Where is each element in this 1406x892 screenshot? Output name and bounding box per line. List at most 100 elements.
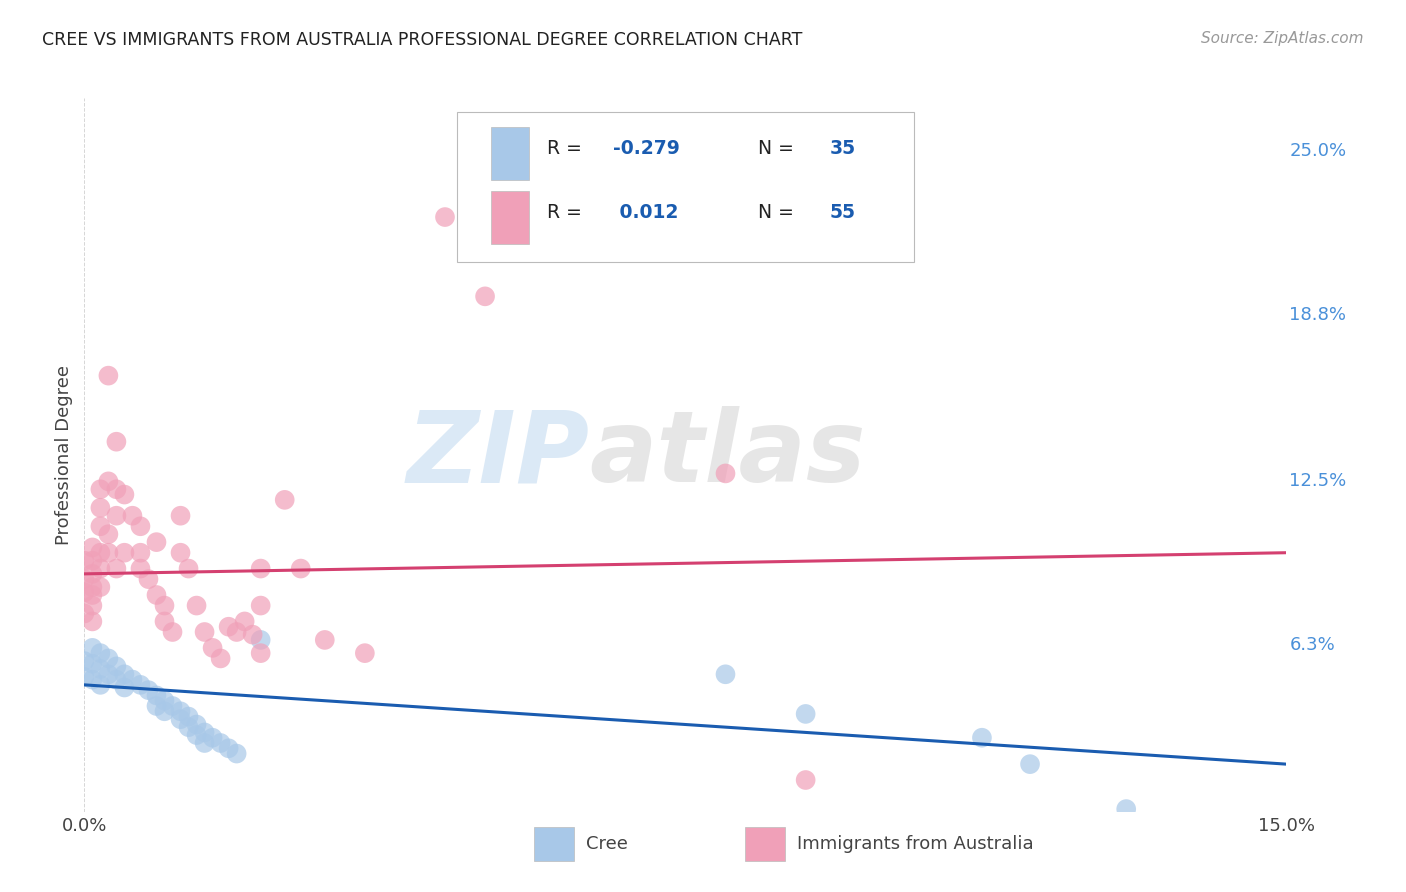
Point (145, 689, 167, 703)
Point (169, 712, 191, 726)
Text: N =: N = (758, 202, 800, 222)
Point (153, 599, 176, 613)
Point (274, 492, 297, 507)
Point (89, 561, 111, 575)
Point (105, 434, 128, 449)
Point (89, 662, 111, 676)
Point (242, 627, 264, 641)
Point (97, 546, 120, 560)
Point (194, 736, 217, 750)
Text: Immigrants from Australia: Immigrants from Australia (797, 835, 1033, 853)
Point (114, 546, 135, 560)
Point (82, 640, 104, 655)
Point (290, 561, 312, 575)
Point (145, 698, 167, 713)
Point (89, 546, 111, 560)
Point (97, 667, 120, 681)
Point (73, 607, 96, 621)
Point (354, 646, 377, 660)
Point (129, 561, 152, 575)
Text: CREE VS IMMIGRANTS FROM AUSTRALIA PROFESSIONAL DEGREE CORRELATION CHART: CREE VS IMMIGRANTS FROM AUSTRALIA PROFES… (42, 31, 803, 49)
Point (82, 580, 104, 594)
Point (249, 632, 271, 647)
FancyBboxPatch shape (457, 112, 914, 262)
Point (105, 483, 128, 497)
Point (97, 475, 120, 489)
Point (714, 667, 737, 681)
Point (114, 667, 135, 681)
Text: 0.012: 0.012 (613, 202, 679, 222)
Point (434, 210, 457, 224)
Text: ZIP: ZIP (406, 407, 589, 503)
Text: Cree: Cree (586, 835, 628, 853)
Point (169, 704, 191, 718)
Point (73, 654, 96, 668)
Point (194, 625, 217, 640)
Text: R =: R = (547, 138, 588, 158)
Point (162, 625, 184, 640)
Point (89, 500, 111, 515)
Point (186, 599, 208, 613)
Point (82, 541, 104, 555)
Point (82, 588, 104, 602)
Point (1115, 802, 1137, 816)
Point (249, 599, 271, 613)
Point (233, 615, 256, 629)
Point (97, 527, 120, 541)
Point (114, 681, 135, 695)
Point (89, 678, 111, 692)
Point (314, 632, 336, 647)
Point (97, 651, 120, 665)
Point (73, 585, 96, 599)
Point (249, 646, 271, 660)
Point (177, 720, 200, 734)
Text: Source: ZipAtlas.com: Source: ZipAtlas.com (1201, 31, 1364, 46)
Point (169, 508, 191, 523)
Point (209, 651, 232, 665)
Point (177, 561, 200, 575)
Point (138, 572, 160, 586)
Point (82, 566, 104, 581)
Text: 18.8%: 18.8% (1289, 306, 1347, 324)
Point (121, 673, 143, 687)
Point (105, 508, 128, 523)
Y-axis label: Professional Degree: Professional Degree (55, 365, 73, 545)
Text: 35: 35 (830, 138, 856, 158)
Point (114, 487, 135, 501)
Point (177, 709, 200, 723)
FancyBboxPatch shape (491, 191, 529, 244)
Point (186, 728, 208, 742)
Point (794, 772, 817, 787)
Point (169, 546, 191, 560)
Point (714, 467, 737, 481)
Point (89, 580, 111, 594)
Point (218, 741, 240, 756)
Point (89, 519, 111, 533)
Point (153, 694, 176, 708)
Point (89, 483, 111, 497)
Text: R =: R = (547, 202, 588, 222)
Point (105, 659, 128, 673)
Point (129, 519, 152, 533)
Point (82, 554, 104, 568)
Point (201, 640, 224, 655)
Point (73, 670, 96, 684)
Point (1019, 757, 1042, 772)
Point (225, 747, 247, 761)
Point (129, 678, 152, 692)
Point (145, 535, 167, 549)
Point (145, 588, 167, 602)
Point (153, 615, 176, 629)
Point (209, 736, 232, 750)
Point (186, 717, 208, 731)
Point (153, 704, 176, 718)
Point (105, 561, 128, 575)
Point (105, 673, 128, 687)
Point (97, 368, 120, 383)
Point (162, 698, 184, 713)
Point (194, 725, 217, 739)
Point (970, 731, 993, 745)
Text: N =: N = (758, 138, 800, 158)
Point (201, 731, 224, 745)
Point (129, 546, 152, 560)
